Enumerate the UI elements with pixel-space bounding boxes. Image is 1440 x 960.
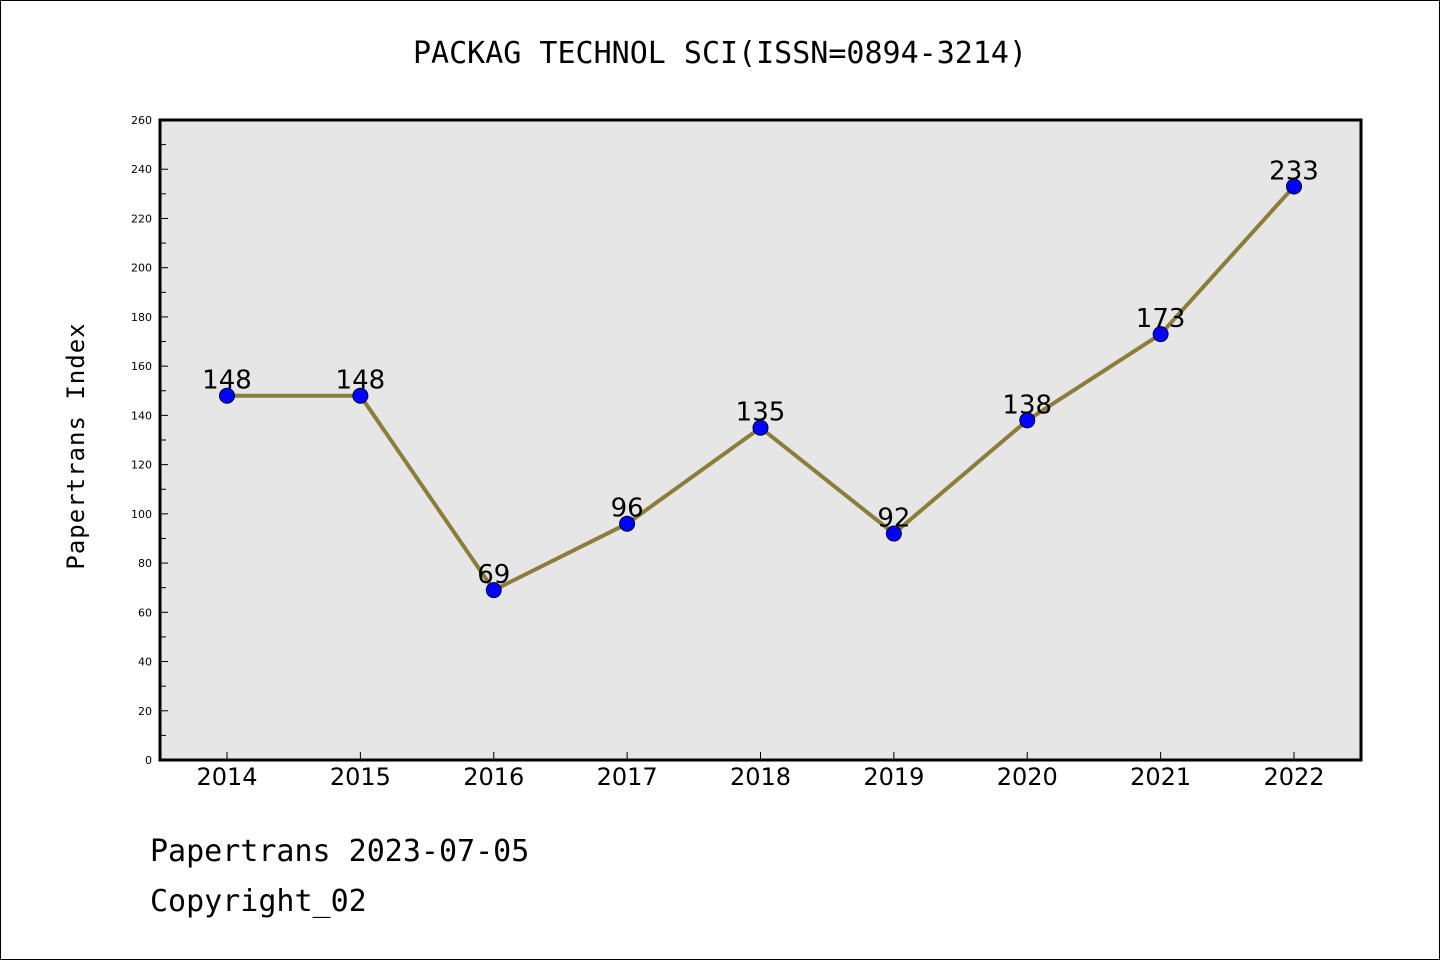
y-tick-label: 200 — [131, 262, 152, 275]
x-tick-label: 2018 — [730, 763, 791, 791]
y-tick-label: 100 — [131, 508, 152, 521]
x-tick-label: 2014 — [196, 763, 257, 791]
y-tick-label: 220 — [131, 212, 152, 225]
y-tick-label: 120 — [131, 459, 152, 472]
data-label: 69 — [477, 560, 510, 590]
chart-title: PACKAG TECHNOL SCI(ISSN=0894-3214) — [412, 36, 1028, 71]
data-label: 96 — [611, 494, 644, 524]
y-tick-label: 0 — [145, 754, 152, 767]
y-tick-label: 260 — [131, 114, 152, 127]
plot-area — [160, 120, 1361, 760]
data-point — [752, 419, 769, 436]
y-tick-label: 180 — [131, 311, 152, 324]
x-tick-label: 2021 — [1130, 763, 1191, 791]
data-label: 135 — [736, 398, 786, 428]
y-tick-label: 40 — [138, 656, 152, 669]
footer-date: Papertrans 2023-07-05 — [150, 834, 530, 869]
data-point — [352, 387, 369, 404]
x-tick-label: 2017 — [597, 763, 658, 791]
y-tick-label: 160 — [131, 360, 152, 373]
data-point — [485, 582, 502, 599]
footer-copyright: Copyright_02 — [150, 884, 367, 919]
y-tick-label: 140 — [131, 409, 152, 422]
x-tick-label: 2016 — [463, 763, 524, 791]
data-label: 138 — [1002, 390, 1052, 420]
data-point — [1019, 412, 1036, 429]
x-tick-label: 2022 — [1263, 763, 1324, 791]
data-point — [619, 515, 636, 532]
data-point — [1286, 178, 1302, 195]
x-tick-label: 2020 — [997, 763, 1058, 791]
data-label: 233 — [1269, 156, 1319, 186]
y-tick-label: 60 — [138, 606, 152, 619]
plot-border — [158, 118, 1363, 762]
series-group: 148 148 69 96 135 92 138 173 233 — [202, 156, 1319, 599]
y-tick-label: 20 — [138, 705, 152, 718]
data-label: 173 — [1136, 304, 1186, 334]
y-tick-label: 240 — [131, 163, 152, 176]
x-axis: 2014 2015 2016 2017 2018 2019 2020 2021 2022 — [196, 752, 1325, 791]
x-tick-label: 2019 — [863, 763, 924, 791]
data-label: 148 — [336, 366, 386, 396]
data-point — [219, 387, 235, 404]
data-point — [885, 525, 902, 542]
x-tick-label: 2015 — [330, 763, 391, 791]
data-label: 148 — [202, 366, 252, 396]
data-point — [1152, 326, 1169, 343]
y-tick-label: 80 — [138, 557, 152, 570]
data-label: 92 — [877, 504, 910, 534]
